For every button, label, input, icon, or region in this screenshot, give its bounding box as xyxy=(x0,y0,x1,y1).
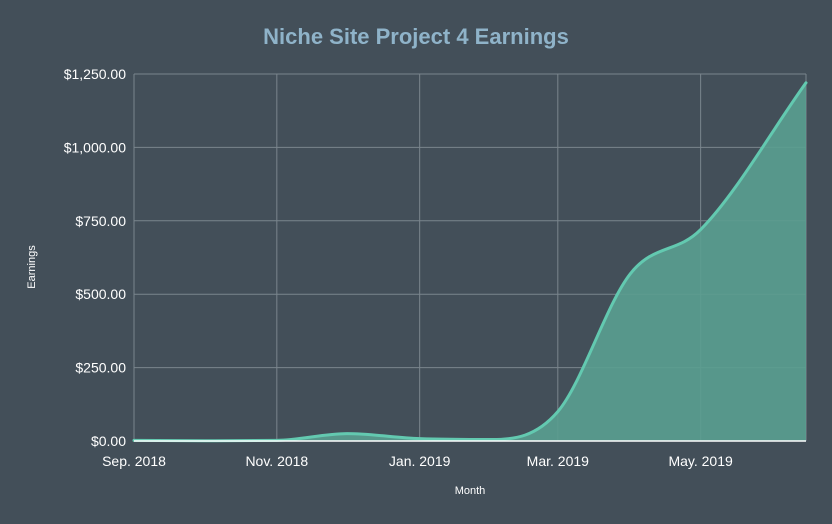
y-tick-label: $1,250.00 xyxy=(64,66,126,82)
x-tick-label: Jan. 2019 xyxy=(389,453,451,469)
chart-title: Niche Site Project 4 Earnings xyxy=(263,24,569,49)
y-tick-label: $500.00 xyxy=(75,286,126,302)
y-tick-label: $250.00 xyxy=(75,360,126,376)
x-axis-label: Month xyxy=(455,485,486,497)
x-tick-label: Nov. 2018 xyxy=(245,453,308,469)
y-tick-label: $750.00 xyxy=(75,213,126,229)
y-tick-label: $1,000.00 xyxy=(64,139,126,155)
series-area xyxy=(134,82,806,442)
y-axis-label: Earnings xyxy=(26,245,38,289)
x-tick-label: May. 2019 xyxy=(668,453,733,469)
x-tick-label: Sep. 2018 xyxy=(102,453,166,469)
x-tick-label: Mar. 2019 xyxy=(527,453,589,469)
y-tick-label: $0.00 xyxy=(91,433,126,449)
